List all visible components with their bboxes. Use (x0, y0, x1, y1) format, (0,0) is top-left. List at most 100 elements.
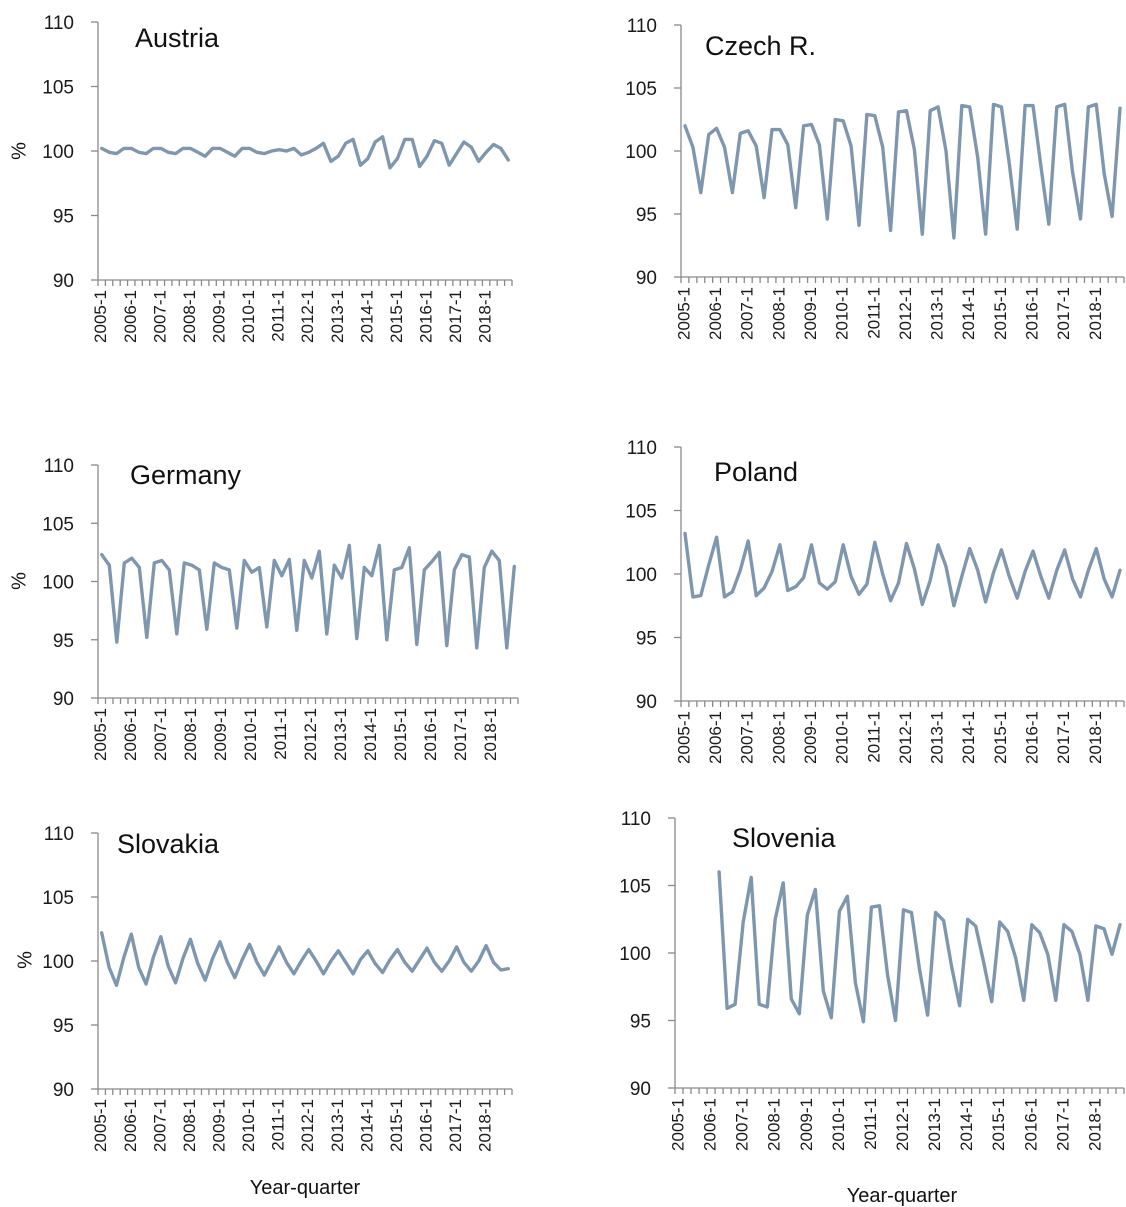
x-tick-label: 2014-1 (361, 708, 380, 761)
chart-title: Austria (135, 23, 220, 53)
y-tick-label: 105 (42, 514, 74, 535)
x-tick-label: 2009-1 (801, 287, 820, 340)
chart-panel-2: 90 95 100 105 110 2005-1 2006-1 2007-1 2008-1 200… (625, 16, 1125, 340)
x-tick-label: 2016-1 (1023, 711, 1042, 764)
chart-panel-3: 90 95 100 105 110 2005-1 2006-1 2007-1 2008-1 200… (8, 456, 519, 761)
chart-panel-6: 90 95 100 105 110 2005-1 2006-1 2007-1 2008-1 200… (619, 809, 1125, 1207)
x-tick-label: 2007-1 (151, 708, 170, 761)
x-tick-label: 2011-1 (861, 1098, 880, 1150)
x-tick-label: 2014-1 (959, 287, 978, 340)
x-tick-label: 2013-1 (925, 1098, 944, 1151)
y-tick-label: 95 (53, 207, 74, 228)
x-tick-label: 2014-1 (959, 711, 978, 764)
x-tick-label: 2014-1 (957, 1098, 976, 1151)
x-tick-label: 2005-1 (668, 1098, 687, 1151)
y-tick-label: 110 (627, 16, 657, 37)
y-axis-label: % (14, 951, 36, 969)
x-tick-label: 2007-1 (738, 287, 757, 340)
x-tick-label: 2010-1 (239, 290, 258, 343)
y-tick-label: 100 (625, 142, 657, 163)
y-tick-label: 90 (53, 689, 74, 710)
y-tick-label: 105 (625, 79, 657, 100)
x-tick-label: 2010-1 (241, 708, 260, 761)
x-tick-label: 2009-1 (801, 711, 820, 764)
x-tick-label: 2008-1 (765, 1098, 784, 1151)
chart-panel-5: 90 95 100 105 110 2005-1 2006-1 2007-1 2008-1 200… (14, 824, 513, 1199)
x-tick-label: 2010-1 (829, 1098, 848, 1151)
y-tick-label: 105 (42, 888, 74, 909)
x-tick-label: 2011-1 (269, 290, 288, 342)
x-tick-label: 2017-1 (1053, 1098, 1072, 1151)
x-tick-label: 2015-1 (387, 290, 406, 343)
x-tick-label: 2015-1 (391, 708, 410, 761)
x-tick-label: 2008-1 (181, 708, 200, 761)
y-tick-label: 90 (53, 271, 74, 292)
chart-title: Germany (130, 460, 242, 490)
y-tick-label: 95 (53, 631, 74, 652)
series-line (683, 102, 1122, 240)
chart-title: Poland (714, 457, 798, 487)
x-tick-label: 2005-1 (91, 290, 110, 343)
x-tick-label: 2013-1 (328, 290, 347, 343)
y-tick-label: 110 (627, 438, 657, 459)
x-tick-label: 2014-1 (357, 290, 376, 343)
x-tick-label: 2012-1 (896, 711, 915, 764)
x-tick-label: 2016-1 (1021, 1098, 1040, 1151)
x-tick-label: 2009-1 (211, 708, 230, 761)
x-tick-label: 2009-1 (797, 1098, 816, 1151)
y-tick-label: 90 (636, 692, 657, 713)
x-tick-label: 2012-1 (298, 1099, 317, 1152)
y-axis-label: % (8, 572, 30, 590)
x-tick-label: 2011-1 (269, 1099, 288, 1151)
x-tick-label: 2016-1 (421, 708, 440, 761)
y-tick-label: 110 (44, 824, 74, 845)
x-tick-label: 2013-1 (328, 1099, 347, 1152)
x-tick-label: 2012-1 (896, 287, 915, 340)
x-tick-label: 2015-1 (991, 711, 1010, 764)
x-tick-label: 2013-1 (928, 287, 947, 340)
series-line (100, 931, 510, 987)
x-axis-label: Year-quarter (250, 1177, 361, 1199)
chart-title: Czech R. (705, 31, 816, 61)
series-line (683, 531, 1122, 608)
x-tick-label: 2017-1 (446, 1099, 465, 1152)
x-tick-label: 2018-1 (1086, 711, 1105, 764)
x-tick-label: 2008-1 (180, 290, 199, 343)
x-tick-label: 2011-1 (864, 711, 883, 763)
x-tick-label: 2008-1 (769, 287, 788, 340)
y-tick-label: 100 (42, 142, 74, 163)
series-line (717, 870, 1122, 1024)
x-tick-label: 2017-1 (446, 290, 465, 343)
y-tick-label: 100 (42, 573, 74, 594)
y-tick-label: 90 (53, 1080, 74, 1101)
x-tick-label: 2017-1 (1054, 287, 1073, 340)
y-tick-label: 95 (630, 1012, 651, 1033)
x-tick-label: 2016-1 (416, 1099, 435, 1152)
y-tick-label: 110 (44, 13, 74, 34)
y-tick-label: 110 (44, 456, 74, 477)
x-tick-label: 2006-1 (121, 1099, 140, 1152)
series-line (100, 543, 516, 650)
x-tick-label: 2006-1 (706, 287, 725, 340)
chart-title: Slovenia (732, 823, 837, 853)
x-tick-label: 2015-1 (989, 1098, 1008, 1151)
y-tick-label: 105 (625, 502, 657, 523)
x-tick-label: 2006-1 (701, 1098, 720, 1151)
chart-panel-1: 90 95 100 105 110 2005-1 2006-1 2007-1 2008-1 200… (8, 13, 513, 343)
x-tick-label: 2018-1 (481, 708, 500, 761)
y-tick-label: 100 (625, 565, 657, 586)
y-tick-label: 100 (42, 952, 74, 973)
y-tick-label: 90 (630, 1079, 651, 1100)
y-tick-label: 95 (636, 629, 657, 650)
x-tick-label: 2016-1 (1023, 287, 1042, 340)
y-tick-label: 105 (42, 78, 74, 99)
x-tick-label: 2018-1 (1085, 1098, 1104, 1151)
x-tick-label: 2013-1 (928, 711, 947, 764)
x-tick-label: 2011-1 (864, 287, 883, 339)
x-tick-label: 2017-1 (1054, 711, 1073, 764)
chart-panel-4: 90 95 100 105 110 2005-1 2006-1 2007-1 2008-1 200… (625, 438, 1125, 764)
y-axis-label: % (8, 142, 30, 160)
x-tick-label: 2007-1 (150, 1099, 169, 1152)
x-axis-label: Year-quarter (847, 1185, 958, 1207)
